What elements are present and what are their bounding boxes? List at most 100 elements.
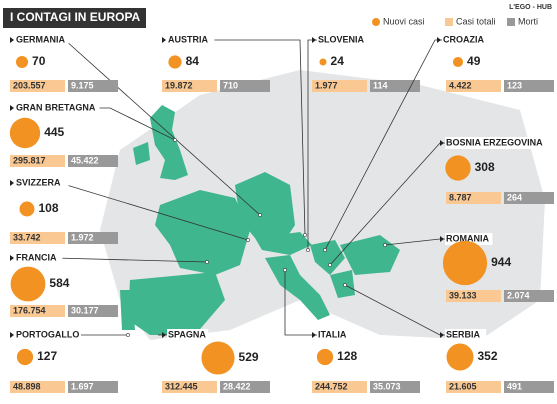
marker-arrow [162,332,166,338]
new-cases-bubble [19,201,35,217]
deaths-box [68,305,118,317]
new-cases-bubble [168,55,182,69]
country-shape [235,172,295,240]
deaths: 35.073 [373,381,401,391]
marker-arrow [437,37,441,43]
label-bg [15,102,100,114]
total-cases: 21.605 [449,381,477,391]
country-name: PORTOGALLO [16,329,79,339]
country-shape [133,142,150,165]
credit: L'EGO - HUB [509,4,552,11]
deaths-box [504,192,554,204]
country-shape [255,232,312,255]
deaths-box [504,80,554,92]
total-box [10,80,65,92]
new-cases-value: 70 [32,54,46,68]
new-cases-value: 49 [467,54,481,68]
legend-label: Casi totali [456,16,496,26]
new-cases-value: 24 [331,54,345,68]
leader-dot [306,248,310,252]
leader-dot [303,233,307,237]
deaths: 710 [223,80,238,90]
new-cases-bubble [16,348,34,366]
new-cases-bubble [442,240,488,286]
country-name: BOSNIA ERZEGOVINA [446,137,543,147]
deaths: 45.422 [71,155,99,165]
total-cases: 312.445 [165,381,198,391]
new-cases-value: 127 [37,349,57,363]
deaths-box [68,80,118,92]
deaths-box [68,232,118,244]
leader-dot [173,138,177,142]
total-cases: 39.133 [449,290,477,300]
deaths: 28.422 [223,381,251,391]
marker-arrow [10,255,14,261]
deaths-box [220,80,270,92]
deaths: 1.697 [71,381,94,391]
label-bg [15,329,81,341]
new-cases-bubble [10,266,46,302]
label-bg [167,329,209,341]
new-cases-value: 128 [337,349,357,363]
deaths-box [504,290,554,302]
label-bg [317,329,359,341]
total-cases: 48.898 [13,381,41,391]
total-box [312,381,367,393]
total-box [162,80,217,92]
label-bg [15,34,69,46]
new-cases-bubble [15,55,29,69]
total-cases: 1.977 [315,80,338,90]
marker-arrow [10,332,14,338]
country-name: ITALIA [318,329,347,339]
country-name: SPAGNA [168,329,206,339]
country-shape [265,255,330,320]
new-cases-value: 108 [38,201,58,215]
legend-swatch [372,18,380,26]
leader-dot [283,268,287,272]
label-bg [317,34,371,46]
country-name: GERMANIA [16,34,65,44]
total-box [446,80,501,92]
total-box [312,80,367,92]
label-bg [445,233,493,245]
new-cases-value: 352 [478,349,498,363]
leader-dot [258,213,262,217]
marker-arrow [440,332,444,338]
country-name: CROAZIA [443,34,484,44]
new-cases-bubble [452,56,464,68]
total-cases: 4.422 [449,80,472,90]
country-name: SERBIA [446,329,481,339]
title: I CONTAGI IN EUROPA [10,10,141,24]
new-cases-bubble [319,58,327,66]
marker-arrow [10,180,14,186]
legend-swatch [445,18,453,26]
label-bg [442,34,490,46]
leader-dot [205,260,209,264]
label-bg [445,137,555,149]
country-name: AUSTRIA [168,34,208,44]
marker-arrow [10,105,14,111]
total-box [446,290,501,302]
leader-dot [323,248,327,252]
map [100,70,545,340]
leader-dot [383,243,387,247]
legend-swatch [507,18,515,26]
label-bg [15,252,63,264]
country-name: SLOVENIA [318,34,365,44]
marker-arrow [440,236,444,242]
total-box [10,155,65,167]
deaths: 9.175 [71,80,94,90]
new-cases-value: 529 [239,350,259,364]
total-cases: 295.817 [13,155,46,165]
country-shape [128,272,225,335]
deaths-box [504,381,554,393]
leader-line [284,270,317,336]
marker-arrow [162,37,166,43]
label-bg [167,34,215,46]
deaths-box [68,155,118,167]
total-box [10,381,65,393]
country-shape [120,290,135,330]
deaths: 264 [507,192,522,202]
country-shape [155,190,250,275]
deaths-box [370,381,420,393]
